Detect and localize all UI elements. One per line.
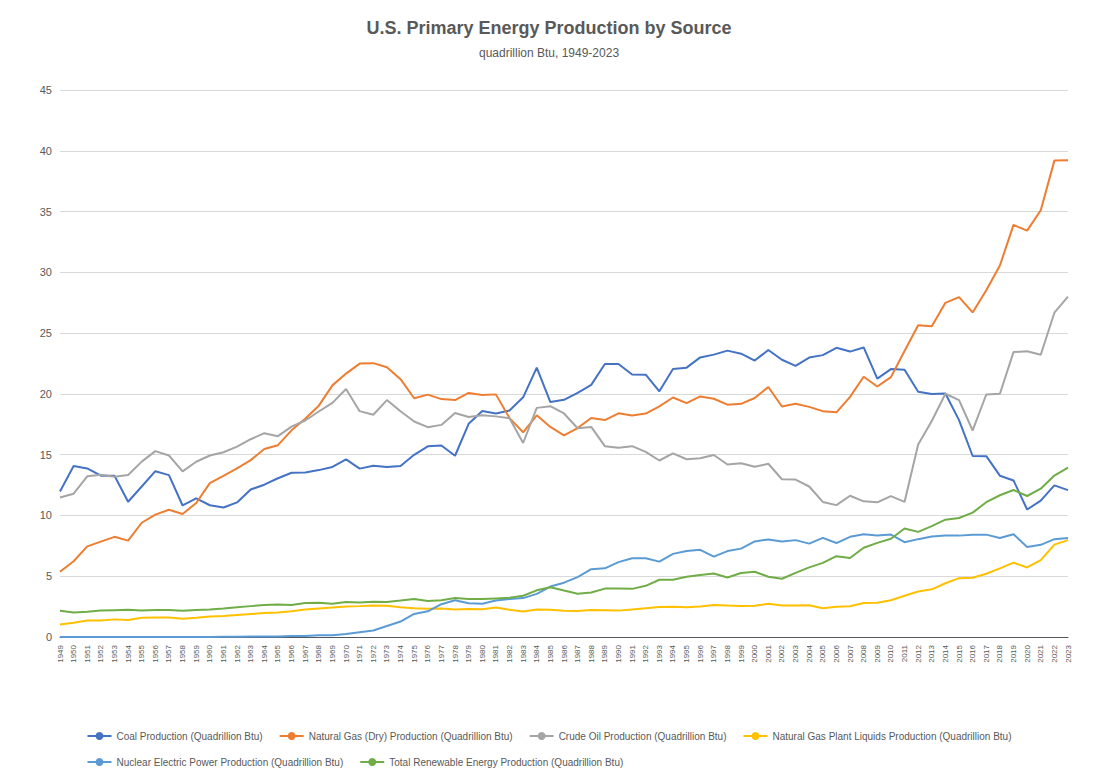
svg-text:1991: 1991 [628, 644, 637, 662]
svg-text:1983: 1983 [519, 644, 528, 662]
svg-text:1993: 1993 [655, 644, 664, 662]
svg-text:Crude Oil Production (Quadrill: Crude Oil Production (Quadrillion Btu) [559, 731, 727, 742]
svg-text:1972: 1972 [369, 644, 378, 662]
svg-text:10: 10 [40, 509, 52, 521]
svg-text:2006: 2006 [832, 644, 841, 662]
svg-text:1957: 1957 [164, 644, 173, 662]
svg-text:2016: 2016 [968, 644, 977, 662]
svg-text:2015: 2015 [955, 644, 964, 662]
svg-text:U.S. Primary Energy Production: U.S. Primary Energy Production by Source [366, 18, 731, 38]
svg-text:1963: 1963 [246, 644, 255, 662]
svg-text:1988: 1988 [587, 644, 596, 662]
svg-text:1979: 1979 [464, 644, 473, 662]
svg-text:15: 15 [40, 449, 52, 461]
svg-text:2017: 2017 [982, 644, 991, 662]
svg-text:1978: 1978 [451, 644, 460, 662]
svg-text:1967: 1967 [301, 644, 310, 662]
svg-text:1985: 1985 [546, 644, 555, 662]
svg-text:2019: 2019 [1009, 644, 1018, 662]
svg-text:2009: 2009 [873, 644, 882, 662]
svg-text:1974: 1974 [396, 644, 405, 662]
svg-text:1984: 1984 [532, 644, 541, 662]
svg-text:0: 0 [46, 631, 52, 643]
svg-text:2005: 2005 [818, 644, 827, 662]
svg-text:2008: 2008 [859, 644, 868, 662]
svg-text:1959: 1959 [192, 644, 201, 662]
svg-text:1999: 1999 [737, 644, 746, 662]
svg-text:1980: 1980 [478, 644, 487, 662]
svg-text:40: 40 [40, 145, 52, 157]
svg-text:2003: 2003 [791, 644, 800, 662]
svg-text:1973: 1973 [382, 644, 391, 662]
svg-text:1970: 1970 [342, 644, 351, 662]
svg-text:2007: 2007 [846, 644, 855, 662]
svg-text:30: 30 [40, 266, 52, 278]
svg-text:2013: 2013 [927, 644, 936, 662]
svg-text:1965: 1965 [273, 644, 282, 662]
svg-text:1995: 1995 [682, 644, 691, 662]
svg-text:1987: 1987 [573, 644, 582, 662]
svg-text:1954: 1954 [124, 644, 133, 662]
svg-text:1981: 1981 [491, 644, 500, 662]
svg-text:2020: 2020 [1023, 644, 1032, 662]
svg-text:45: 45 [40, 84, 52, 96]
svg-text:2023: 2023 [1064, 644, 1073, 662]
svg-text:1961: 1961 [219, 644, 228, 662]
svg-text:2014: 2014 [941, 644, 950, 662]
svg-text:1990: 1990 [614, 644, 623, 662]
svg-text:quadrillion Btu, 1949-2023: quadrillion Btu, 1949-2023 [479, 46, 619, 60]
svg-text:1976: 1976 [423, 644, 432, 662]
svg-text:1962: 1962 [233, 644, 242, 662]
svg-text:1952: 1952 [96, 644, 105, 662]
svg-text:1960: 1960 [205, 644, 214, 662]
svg-text:2002: 2002 [777, 644, 786, 662]
svg-text:1971: 1971 [355, 644, 364, 662]
svg-text:1955: 1955 [137, 644, 146, 662]
svg-text:1966: 1966 [287, 644, 296, 662]
svg-text:1969: 1969 [328, 644, 337, 662]
svg-text:1998: 1998 [723, 644, 732, 662]
svg-text:1982: 1982 [505, 644, 514, 662]
svg-text:35: 35 [40, 206, 52, 218]
svg-text:Natural Gas Plant Liquids Prod: Natural Gas Plant Liquids Production (Qu… [772, 731, 1011, 742]
svg-text:2004: 2004 [805, 644, 814, 662]
svg-text:1986: 1986 [560, 644, 569, 662]
svg-text:1950: 1950 [69, 644, 78, 662]
svg-text:Nuclear Electric Power Product: Nuclear Electric Power Production (Quadr… [116, 757, 343, 768]
svg-text:1975: 1975 [410, 644, 419, 662]
svg-text:1949: 1949 [56, 644, 65, 662]
svg-text:2012: 2012 [914, 644, 923, 662]
svg-text:1997: 1997 [709, 644, 718, 662]
svg-text:2010: 2010 [886, 644, 895, 662]
svg-text:Coal Production (Quadrillion B: Coal Production (Quadrillion Btu) [116, 731, 262, 742]
svg-text:2022: 2022 [1050, 644, 1059, 662]
svg-text:20: 20 [40, 388, 52, 400]
svg-text:Total Renewable Energy Product: Total Renewable Energy Production (Quadr… [389, 757, 623, 768]
svg-text:1958: 1958 [178, 644, 187, 662]
svg-text:2021: 2021 [1036, 644, 1045, 662]
svg-text:1964: 1964 [260, 644, 269, 662]
svg-text:2011: 2011 [900, 644, 909, 662]
svg-text:2018: 2018 [995, 644, 1004, 662]
svg-text:25: 25 [40, 327, 52, 339]
svg-text:1992: 1992 [641, 644, 650, 662]
svg-text:1968: 1968 [314, 644, 323, 662]
svg-text:Natural Gas (Dry) Production (: Natural Gas (Dry) Production (Quadrillio… [309, 731, 513, 742]
svg-text:1951: 1951 [83, 644, 92, 662]
svg-text:1956: 1956 [151, 644, 160, 662]
svg-text:1994: 1994 [668, 644, 677, 662]
svg-text:1996: 1996 [696, 644, 705, 662]
svg-text:2001: 2001 [764, 644, 773, 662]
svg-text:1977: 1977 [437, 644, 446, 662]
svg-text:1989: 1989 [600, 644, 609, 662]
svg-text:1953: 1953 [110, 644, 119, 662]
svg-text:5: 5 [46, 570, 52, 582]
svg-text:2000: 2000 [750, 644, 759, 662]
